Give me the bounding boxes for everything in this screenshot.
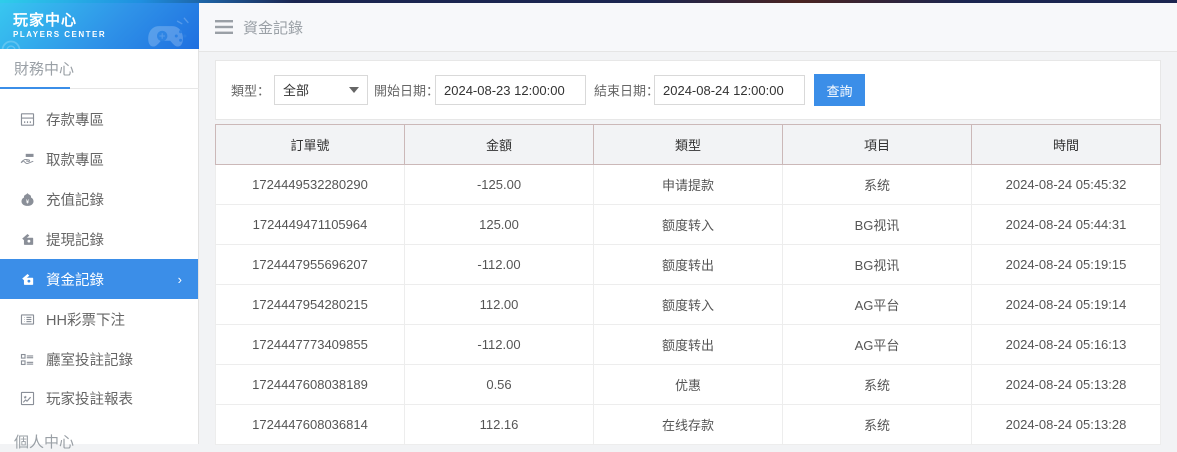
svg-text:¥: ¥: [26, 199, 29, 205]
